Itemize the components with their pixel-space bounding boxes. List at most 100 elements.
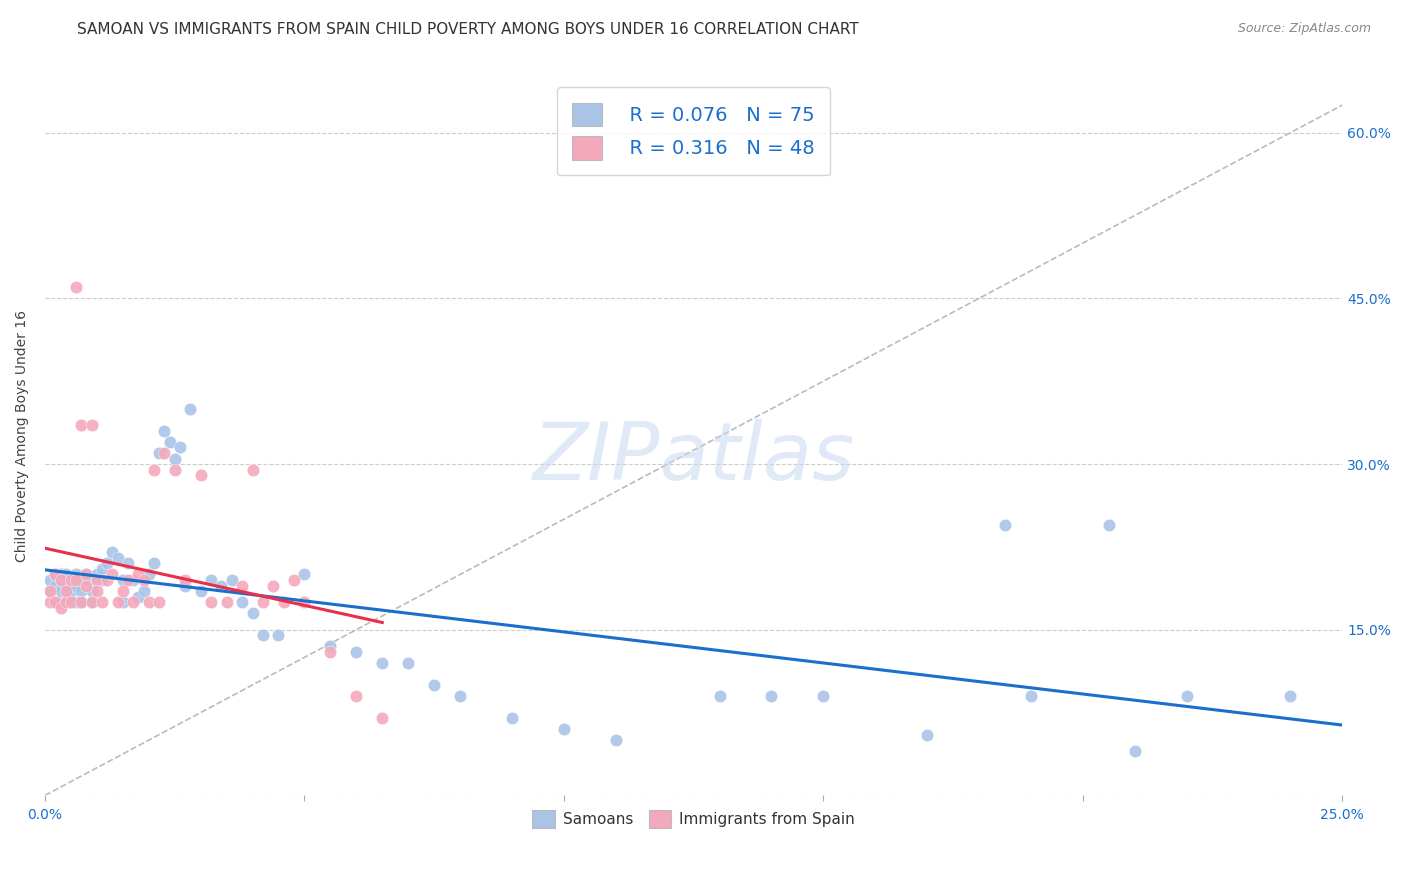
Point <box>101 545 124 559</box>
Point <box>49 573 72 587</box>
Point <box>1175 689 1198 703</box>
Point <box>59 595 82 609</box>
Point <box>49 600 72 615</box>
Point <box>242 606 264 620</box>
Point <box>39 595 62 609</box>
Point <box>190 584 212 599</box>
Point <box>371 711 394 725</box>
Point <box>127 567 149 582</box>
Point <box>59 595 82 609</box>
Point <box>86 584 108 599</box>
Point <box>163 451 186 466</box>
Point <box>163 462 186 476</box>
Point <box>76 567 98 582</box>
Point <box>190 468 212 483</box>
Point <box>59 573 82 587</box>
Point <box>231 595 253 609</box>
Point <box>39 584 62 599</box>
Point <box>132 584 155 599</box>
Point <box>200 573 222 587</box>
Point <box>59 584 82 599</box>
Point <box>44 567 66 582</box>
Point <box>242 462 264 476</box>
Point <box>55 595 77 609</box>
Point <box>65 567 87 582</box>
Point <box>267 628 290 642</box>
Point <box>148 595 170 609</box>
Point <box>709 689 731 703</box>
Point <box>80 418 103 433</box>
Point <box>86 573 108 587</box>
Point <box>174 578 197 592</box>
Legend: Samoans, Immigrants from Spain: Samoans, Immigrants from Spain <box>526 804 860 834</box>
Point <box>86 573 108 587</box>
Point <box>96 557 118 571</box>
Point <box>1123 744 1146 758</box>
Point <box>86 567 108 582</box>
Point <box>65 578 87 592</box>
Point <box>70 595 93 609</box>
Point <box>371 656 394 670</box>
Point <box>148 446 170 460</box>
Point <box>142 557 165 571</box>
Point <box>605 733 627 747</box>
Point <box>209 578 232 592</box>
Text: ZIPatlas: ZIPatlas <box>533 419 855 497</box>
Point <box>44 595 66 609</box>
Point <box>76 567 98 582</box>
Point <box>55 578 77 592</box>
Point <box>49 595 72 609</box>
Point <box>91 562 114 576</box>
Point <box>111 584 134 599</box>
Point <box>127 590 149 604</box>
Point <box>344 645 367 659</box>
Point <box>76 578 98 592</box>
Point <box>915 728 938 742</box>
Point <box>70 595 93 609</box>
Point <box>138 567 160 582</box>
Point <box>49 584 72 599</box>
Point <box>101 567 124 582</box>
Point <box>107 595 129 609</box>
Point <box>294 567 316 582</box>
Point <box>319 645 342 659</box>
Point <box>262 578 284 592</box>
Point <box>761 689 783 703</box>
Point <box>169 441 191 455</box>
Point <box>221 573 243 587</box>
Point <box>200 595 222 609</box>
Point <box>423 678 446 692</box>
Y-axis label: Child Poverty Among Boys Under 16: Child Poverty Among Boys Under 16 <box>15 310 30 563</box>
Point <box>111 573 134 587</box>
Point <box>80 584 103 599</box>
Point <box>44 578 66 592</box>
Point <box>174 573 197 587</box>
Point <box>449 689 471 703</box>
Point <box>138 595 160 609</box>
Point <box>252 595 274 609</box>
Point <box>80 595 103 609</box>
Point <box>65 280 87 294</box>
Point <box>70 573 93 587</box>
Point <box>553 722 575 736</box>
Point <box>252 628 274 642</box>
Point <box>44 595 66 609</box>
Point <box>396 656 419 670</box>
Point <box>501 711 523 725</box>
Point <box>65 573 87 587</box>
Point <box>122 573 145 587</box>
Text: SAMOAN VS IMMIGRANTS FROM SPAIN CHILD POVERTY AMONG BOYS UNDER 16 CORRELATION CH: SAMOAN VS IMMIGRANTS FROM SPAIN CHILD PO… <box>77 22 859 37</box>
Point <box>294 595 316 609</box>
Point <box>159 434 181 449</box>
Point <box>1279 689 1302 703</box>
Point <box>215 595 238 609</box>
Point <box>1019 689 1042 703</box>
Point <box>55 595 77 609</box>
Point <box>39 573 62 587</box>
Point <box>44 567 66 582</box>
Point <box>117 573 139 587</box>
Point <box>273 595 295 609</box>
Point <box>132 573 155 587</box>
Point <box>70 418 93 433</box>
Point <box>153 446 176 460</box>
